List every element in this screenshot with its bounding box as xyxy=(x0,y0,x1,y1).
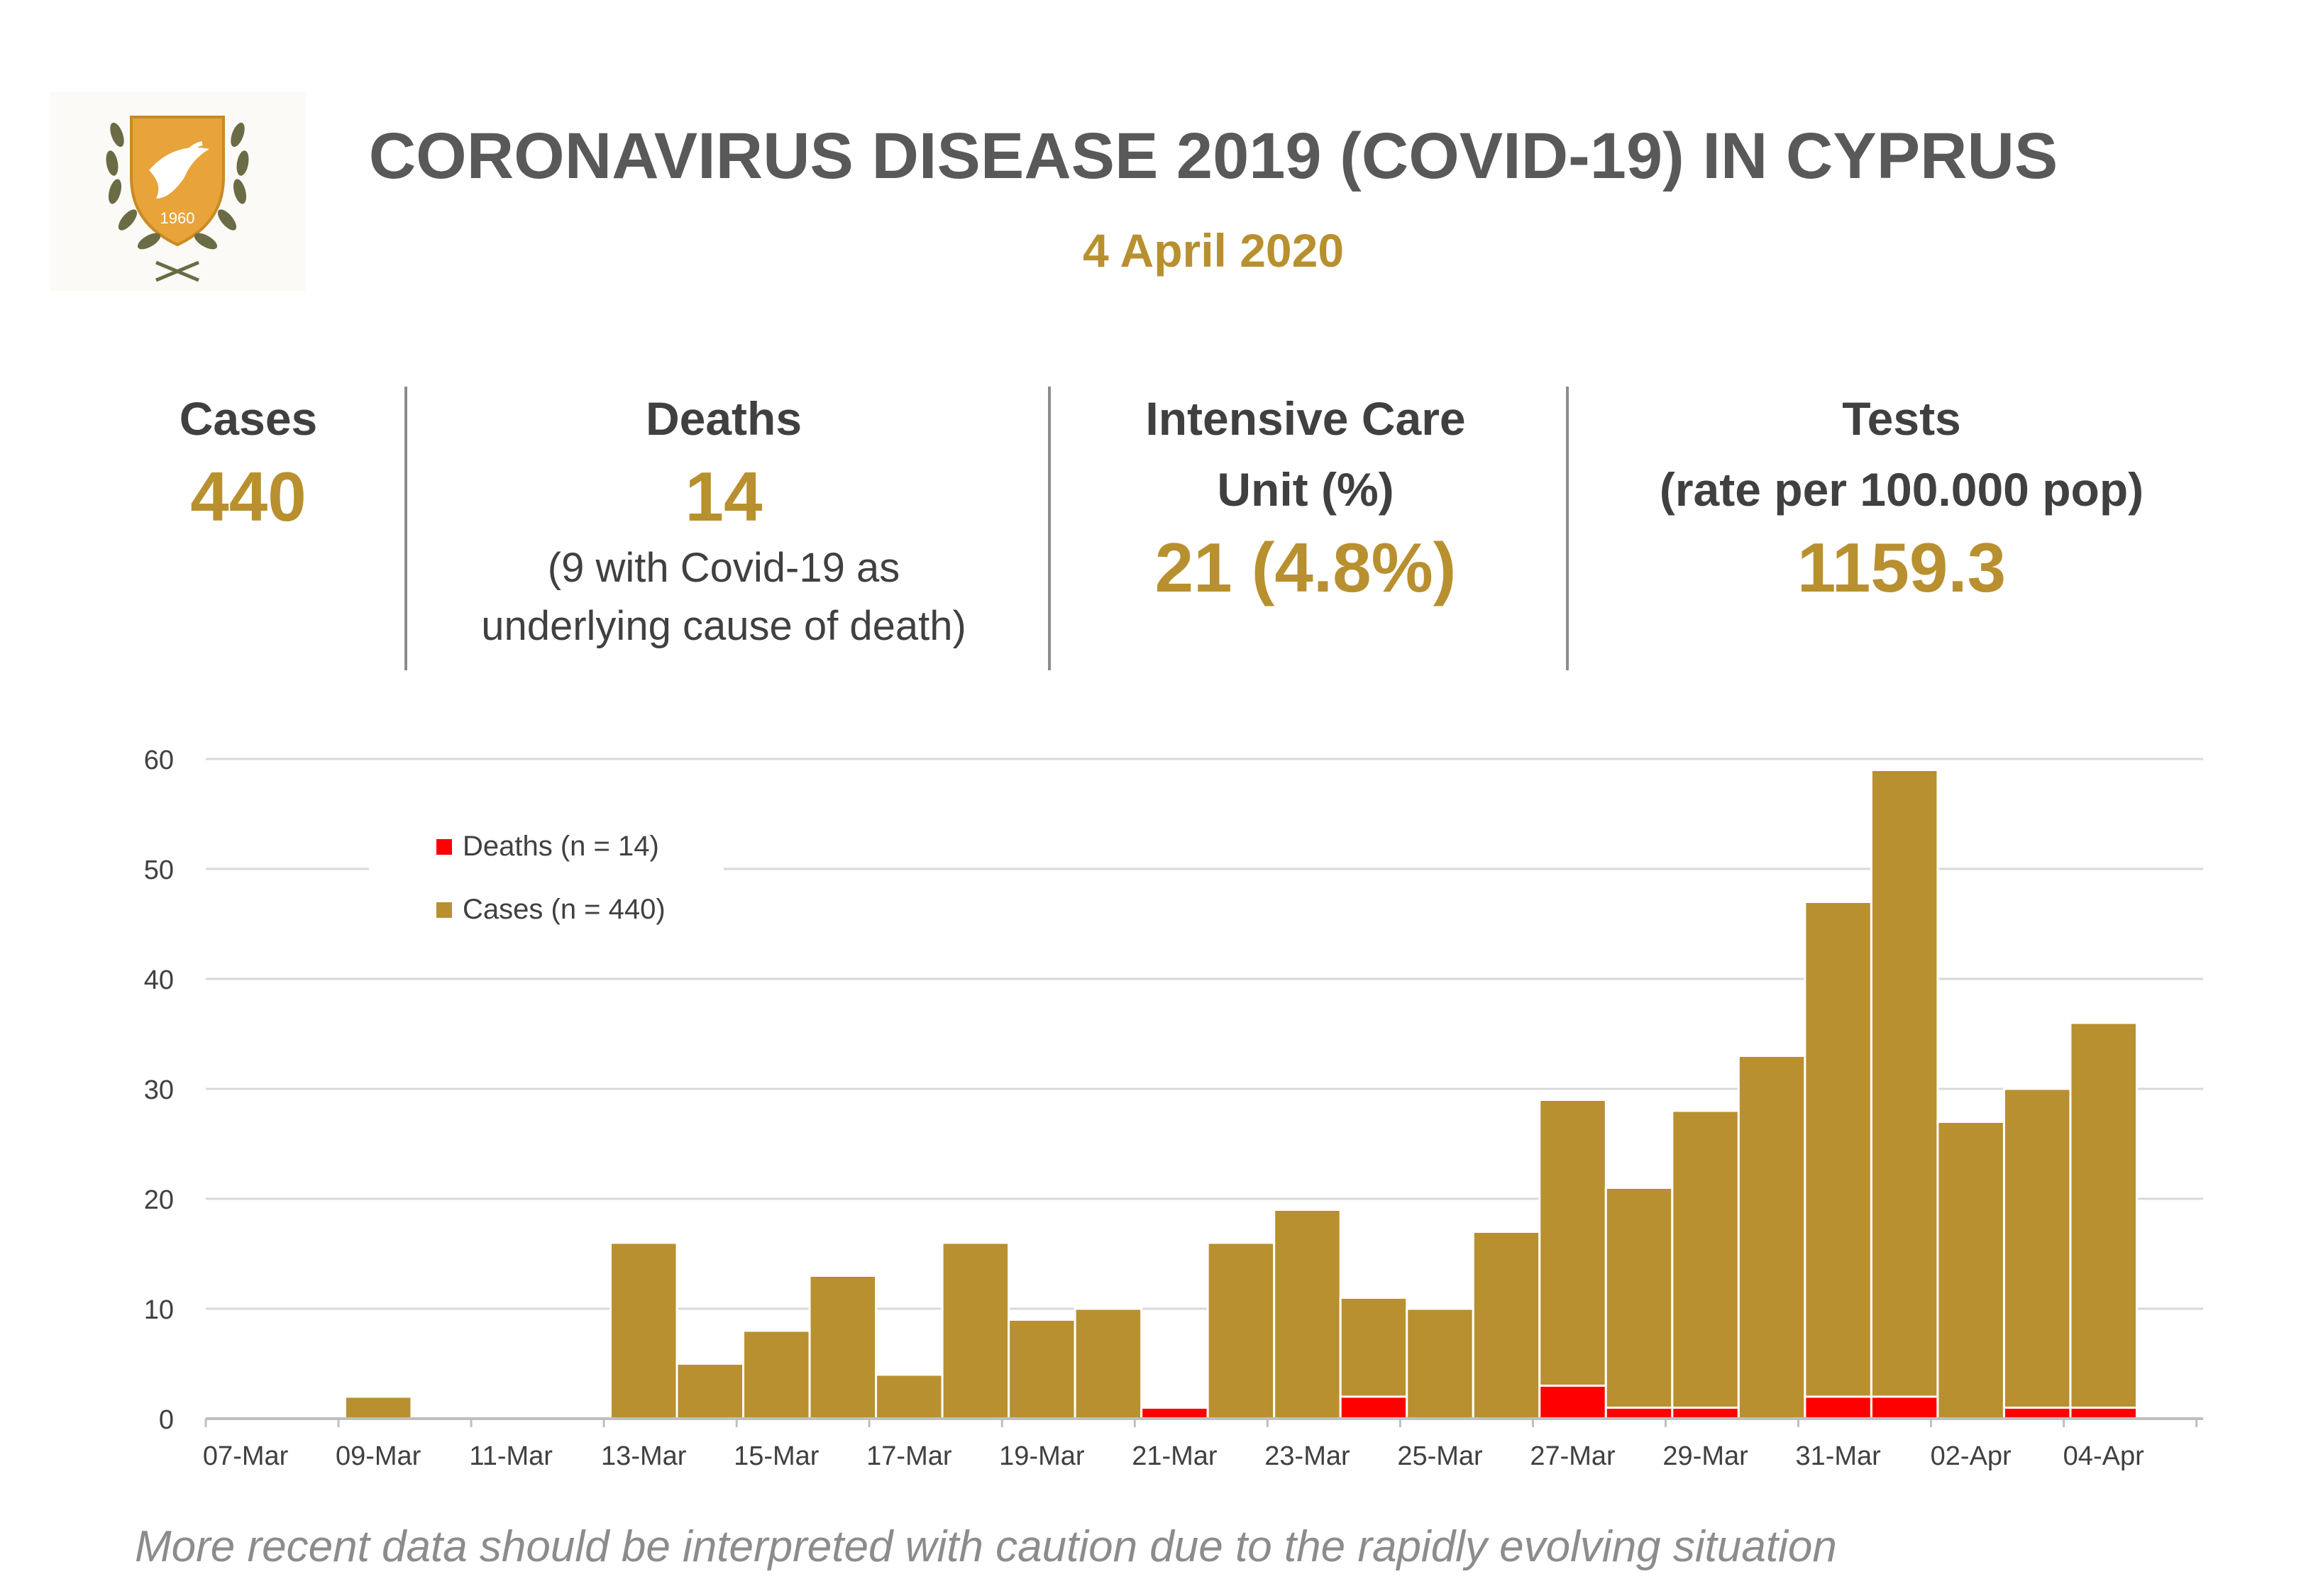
bar-cases xyxy=(808,1275,878,1420)
bar-deaths xyxy=(1804,1395,1872,1420)
legend-label-deaths: Deaths (n = 14) xyxy=(463,831,659,862)
y-tick-label: 10 xyxy=(144,1295,174,1325)
bar-cases xyxy=(1339,1297,1408,1398)
bar-deaths xyxy=(1671,1407,1740,1420)
cases-label: Cases xyxy=(179,392,318,445)
x-tick-label: 04-Apr xyxy=(2063,1441,2144,1471)
bar-deaths xyxy=(1538,1385,1607,1420)
legend-swatch-cases xyxy=(436,902,452,918)
bar-cases xyxy=(742,1329,811,1420)
icu-label-line2: Unit (%) xyxy=(1217,463,1394,516)
y-tick-label: 50 xyxy=(144,855,174,885)
coat-of-arms-logo: 1960 xyxy=(50,92,305,291)
bar-cases xyxy=(2069,1021,2138,1409)
x-tick-label: 31-Mar xyxy=(1795,1441,1881,1471)
x-tick-label: 29-Mar xyxy=(1662,1441,1748,1471)
cyprus-coat-of-arms-icon: 1960 xyxy=(106,116,249,282)
bar-deaths xyxy=(1604,1407,1674,1420)
deaths-note-line2: underlying cause of death) xyxy=(481,603,966,649)
bar-cases xyxy=(1936,1121,2005,1420)
x-tick-label: 17-Mar xyxy=(866,1441,952,1471)
bar-cases xyxy=(609,1241,678,1420)
deaths-label: Deaths xyxy=(645,392,802,445)
deaths-value: 14 xyxy=(685,458,763,536)
bar-deaths xyxy=(1870,1395,1939,1420)
x-tick-label: 11-Mar xyxy=(469,1441,553,1471)
stat-icu: Intensive Care Unit (%) 21 (4.8%) xyxy=(1064,383,1547,610)
bar-deaths xyxy=(2069,1407,2138,1420)
y-tick-label: 0 xyxy=(159,1405,174,1435)
bar-deaths xyxy=(1140,1407,1209,1420)
tests-label-line1: Tests xyxy=(1842,392,1961,445)
page-title: CORONAVIRUS DISEASE 2019 (COVID-19) IN C… xyxy=(368,120,2058,192)
logo-year-text: 1960 xyxy=(160,209,195,227)
bar-cases xyxy=(1008,1319,1076,1420)
stat-divider xyxy=(404,387,407,670)
bar-cases xyxy=(875,1373,944,1420)
report-date: 4 April 2020 xyxy=(1082,224,1345,277)
legend-label-cases: Cases (n = 440) xyxy=(463,894,666,925)
legend-background xyxy=(369,809,724,929)
epidemic-bar-chart: 0 10 20 30 40 50 60 07-Mar 09-Mar 11-Mar 13-Mar 15… xyxy=(144,746,2203,1471)
chart-bars xyxy=(343,769,2138,1420)
y-tick-label: 40 xyxy=(144,965,174,995)
x-tick-label: 27-Mar xyxy=(1530,1441,1616,1471)
bar-cases xyxy=(2002,1087,2072,1409)
y-tick-label: 30 xyxy=(144,1075,174,1105)
bar-cases xyxy=(1604,1187,1674,1409)
title-block: CORONAVIRUS DISEASE 2019 (COVID-19) IN C… xyxy=(341,120,2086,277)
bar-cases xyxy=(1472,1231,1541,1420)
icu-label-line1: Intensive Care xyxy=(1145,392,1466,445)
x-tick-label: 15-Mar xyxy=(734,1441,820,1471)
tests-value: 1159.3 xyxy=(1797,528,2007,606)
bar-cases xyxy=(1406,1307,1474,1420)
icu-value: 21 (4.8%) xyxy=(1154,528,1457,606)
stat-divider xyxy=(1048,387,1051,670)
stat-divider xyxy=(1566,387,1569,670)
chart-legend: Deaths (n = 14) Cases (n = 440) xyxy=(369,809,724,929)
x-tick-label: 13-Mar xyxy=(601,1441,687,1471)
bar-cases xyxy=(1538,1099,1607,1387)
cases-value: 440 xyxy=(190,458,307,536)
x-tick-label: 09-Mar xyxy=(336,1441,421,1471)
legend-swatch-deaths xyxy=(436,839,452,855)
bar-deaths xyxy=(1339,1395,1408,1420)
bar-cases xyxy=(1804,901,1872,1398)
x-tick-label: 25-Mar xyxy=(1397,1441,1483,1471)
bar-cases xyxy=(1074,1307,1143,1420)
y-tick-label: 20 xyxy=(144,1185,174,1215)
deaths-note-line1: (9 with Covid-19 as xyxy=(547,545,900,591)
stat-deaths: Deaths 14 (9 with Covid-19 as underlying… xyxy=(412,383,1036,655)
x-tick-label: 19-Mar xyxy=(999,1441,1085,1471)
bar-cases xyxy=(343,1395,413,1420)
footnote: More recent data should be interpreted w… xyxy=(135,1522,1837,1571)
y-tick-label: 60 xyxy=(144,746,174,775)
bar-deaths xyxy=(2002,1407,2072,1420)
bar-cases xyxy=(1870,769,1939,1398)
bar-cases xyxy=(1206,1241,1276,1420)
bar-cases xyxy=(1671,1109,1740,1409)
bar-cases xyxy=(675,1363,745,1420)
stat-tests: Tests (rate per 100.000 pop) 1159.3 xyxy=(1582,383,2221,610)
x-tick-label: 02-Apr xyxy=(1931,1441,2012,1471)
bar-cases xyxy=(941,1241,1010,1420)
y-axis-ticks: 0 10 20 30 40 50 60 xyxy=(144,746,174,1435)
stat-cases: Cases 440 xyxy=(114,383,383,539)
tests-label-line2: (rate per 100.000 pop) xyxy=(1659,463,2144,516)
x-axis-ticks: 07-Mar 09-Mar 11-Mar 13-Mar 15-Mar 17-Mar 19-M… xyxy=(203,1419,2198,1471)
x-tick-label: 07-Mar xyxy=(203,1441,289,1471)
bar-cases xyxy=(1273,1209,1342,1420)
x-tick-label: 23-Mar xyxy=(1264,1441,1350,1471)
bar-cases xyxy=(1737,1055,1806,1420)
x-tick-label: 21-Mar xyxy=(1132,1441,1218,1471)
